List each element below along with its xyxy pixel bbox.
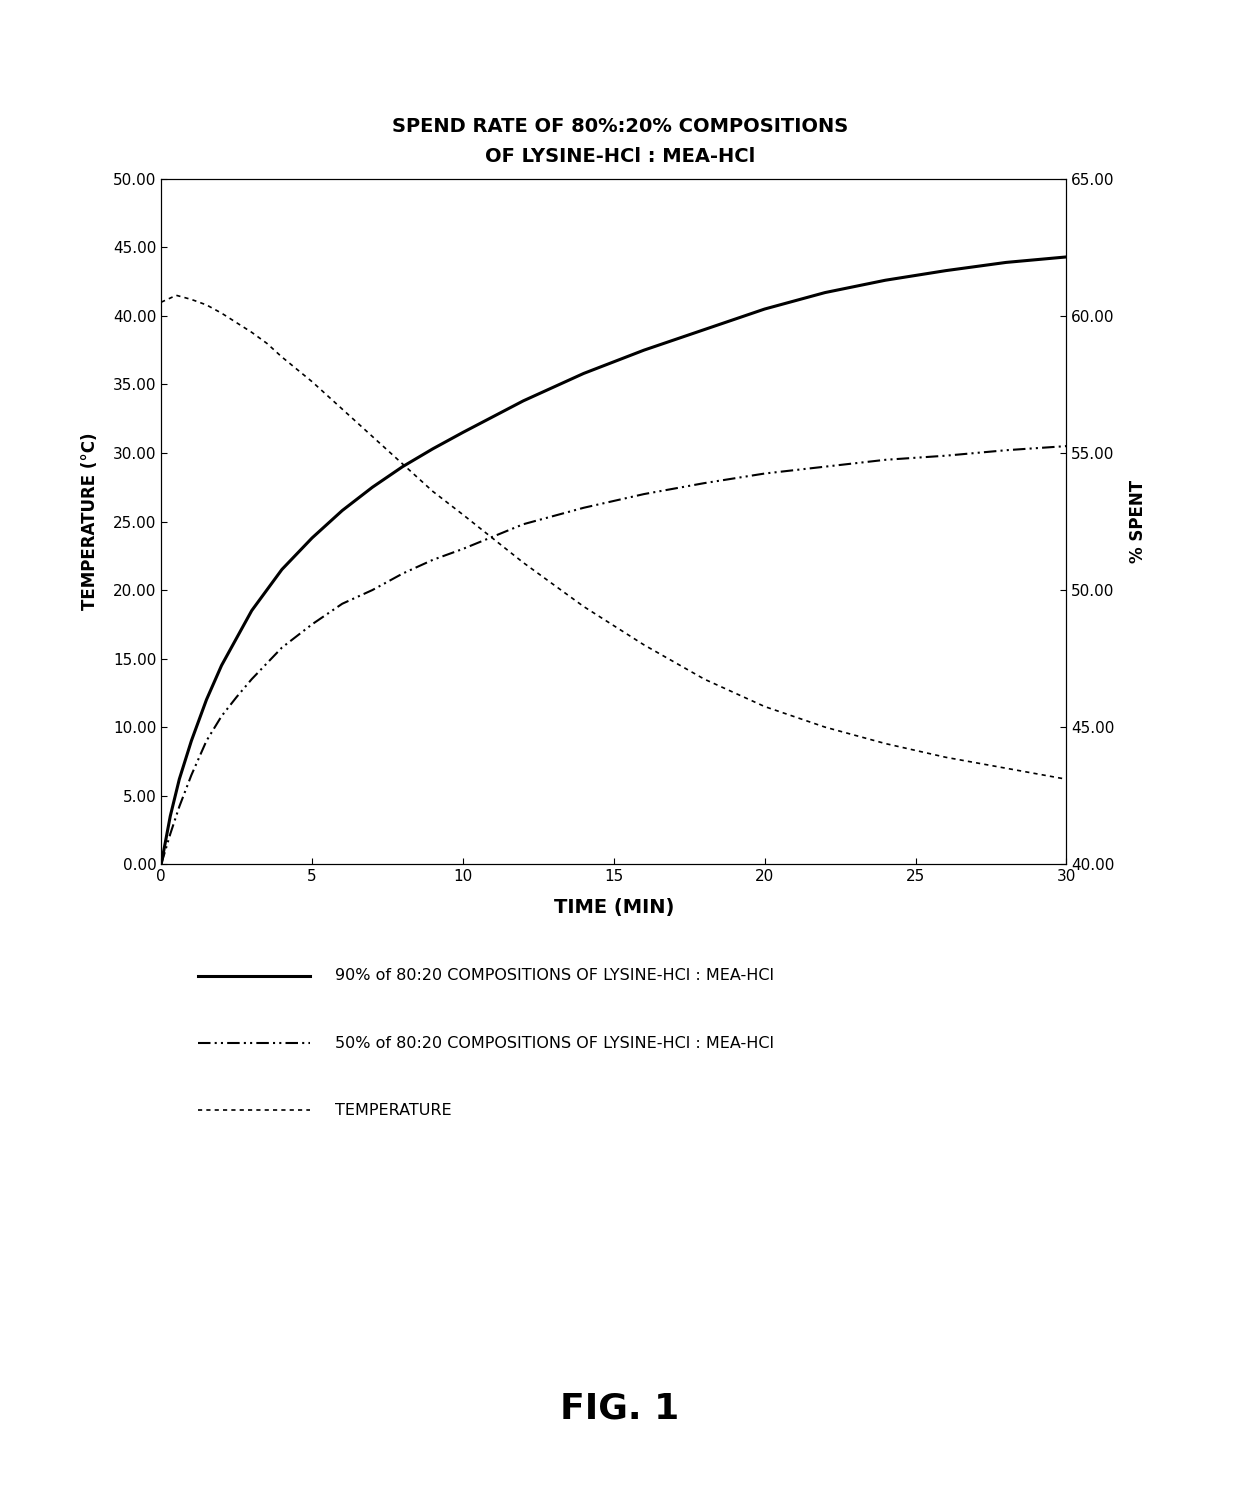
Text: 90% of 80:20 COMPOSITIONS OF LYSINE-HCl : MEA-HCl: 90% of 80:20 COMPOSITIONS OF LYSINE-HCl …	[335, 968, 774, 983]
Text: OF LYSINE-HCl : MEA-HCl: OF LYSINE-HCl : MEA-HCl	[485, 148, 755, 165]
Y-axis label: % SPENT: % SPENT	[1128, 480, 1147, 563]
X-axis label: TIME (MIN): TIME (MIN)	[553, 898, 675, 916]
Y-axis label: TEMPERATURE (°C): TEMPERATURE (°C)	[81, 432, 99, 611]
Text: SPEND RATE OF 80%:20% COMPOSITIONS: SPEND RATE OF 80%:20% COMPOSITIONS	[392, 118, 848, 136]
Text: TEMPERATURE: TEMPERATURE	[335, 1103, 451, 1118]
Text: 50% of 80:20 COMPOSITIONS OF LYSINE-HCl : MEA-HCl: 50% of 80:20 COMPOSITIONS OF LYSINE-HCl …	[335, 1036, 774, 1050]
Text: FIG. 1: FIG. 1	[560, 1392, 680, 1424]
